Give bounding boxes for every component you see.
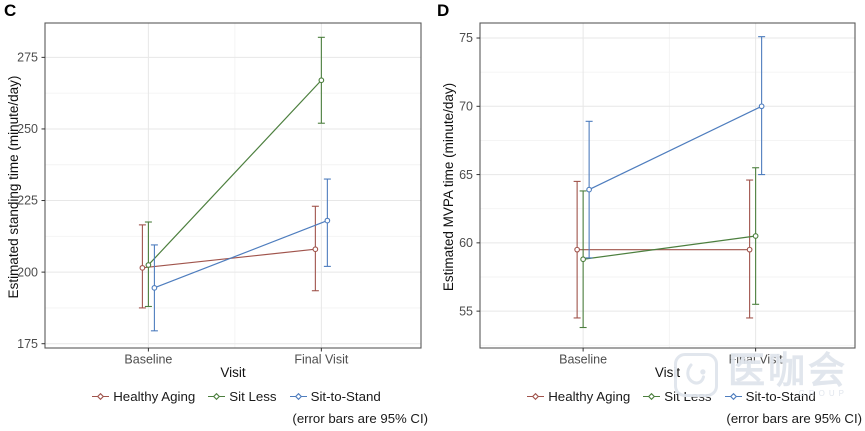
series-line <box>588 105 762 191</box>
legend-item-sit-less: Sit Less <box>208 389 277 404</box>
data-point <box>145 262 152 268</box>
series-line <box>154 220 328 289</box>
error-bar-note-c: (error bars are 95% CI) <box>292 411 428 426</box>
legend-key-sit-less-icon <box>208 392 226 401</box>
data-point <box>586 186 592 193</box>
y-tick-label: 65 <box>459 168 473 182</box>
data-point <box>580 256 586 263</box>
x-axis-title-visit-d: Visit <box>654 365 681 380</box>
y-tick-label: 70 <box>459 99 473 113</box>
legend-label: Healthy Aging <box>113 389 196 404</box>
data-point <box>574 246 580 253</box>
y-tick-label: 225 <box>17 194 38 208</box>
y-tick-label: 75 <box>459 31 473 45</box>
legend-label: Healthy Aging <box>548 389 631 404</box>
y-tick-label: 275 <box>17 51 38 65</box>
legend-label: Sit Less <box>664 389 712 404</box>
data-point <box>312 246 319 253</box>
plot-area <box>480 23 855 348</box>
data-point <box>139 264 146 271</box>
legend-key-sit-to-stand-icon <box>724 392 742 401</box>
panel-label-c: C <box>4 1 17 20</box>
legend-panel-c: Healthy Aging Sit Less Sit-to-Stand <box>45 389 428 404</box>
panel-border <box>479 22 856 349</box>
data-point <box>758 103 765 110</box>
y-axis-title-standing: Estimated standing time (minute/day) <box>6 75 21 299</box>
y-tick-label: 200 <box>17 265 38 279</box>
legend-item-sit-less: Sit Less <box>643 389 712 404</box>
data-point <box>752 233 759 239</box>
legend-panel-d: Healthy Aging Sit Less Sit-to-Stand <box>480 389 863 404</box>
mvpa-time-chart: 55 60 65 70 75 Baseline Final Visit <box>459 22 856 367</box>
data-point <box>324 217 331 224</box>
panel-label-d: D <box>437 1 450 20</box>
legend-label: Sit-to-Stand <box>745 389 816 404</box>
data-point <box>151 285 158 291</box>
error-bar-note-d: (error bars are 95% CI) <box>726 411 862 426</box>
data-point <box>318 77 325 84</box>
y-tick-label: 60 <box>459 236 473 250</box>
y-tick-label: 250 <box>17 122 38 136</box>
plot-area <box>45 23 421 348</box>
series-line <box>147 79 322 266</box>
x-tick-label: Baseline <box>124 353 172 367</box>
legend-item-healthy-aging: Healthy Aging <box>92 389 195 404</box>
y-axis-title-mvpa: Estimated MVPA time (minute/day) <box>441 82 456 292</box>
x-tick-label: Final Visit <box>729 353 783 367</box>
legend-item-sit-to-stand: Sit-to-Stand <box>724 389 816 404</box>
legend-key-healthy-aging-icon <box>527 392 545 401</box>
legend-label: Sit-to-Stand <box>310 389 381 404</box>
legend-item-sit-to-stand: Sit-to-Stand <box>289 389 381 404</box>
legend-key-healthy-aging-icon <box>92 392 110 401</box>
data-point <box>746 246 753 253</box>
legend-key-sit-less-icon <box>643 392 661 401</box>
legend-item-healthy-aging: Healthy Aging <box>527 389 630 404</box>
series-line <box>583 235 756 260</box>
x-axis-title-visit-c: Visit <box>220 365 246 380</box>
legend-label: Sit Less <box>229 389 277 404</box>
x-tick-label: Final Visit <box>294 353 348 367</box>
y-tick-label: 55 <box>459 304 473 318</box>
legend-key-sit-to-stand-icon <box>289 392 307 401</box>
standing-time-chart: 175 200 225 250 275 Baseline Final Visit <box>17 22 422 367</box>
x-tick-label: Baseline <box>559 353 607 367</box>
panel-border <box>44 22 422 349</box>
y-tick-label: 175 <box>17 337 38 351</box>
